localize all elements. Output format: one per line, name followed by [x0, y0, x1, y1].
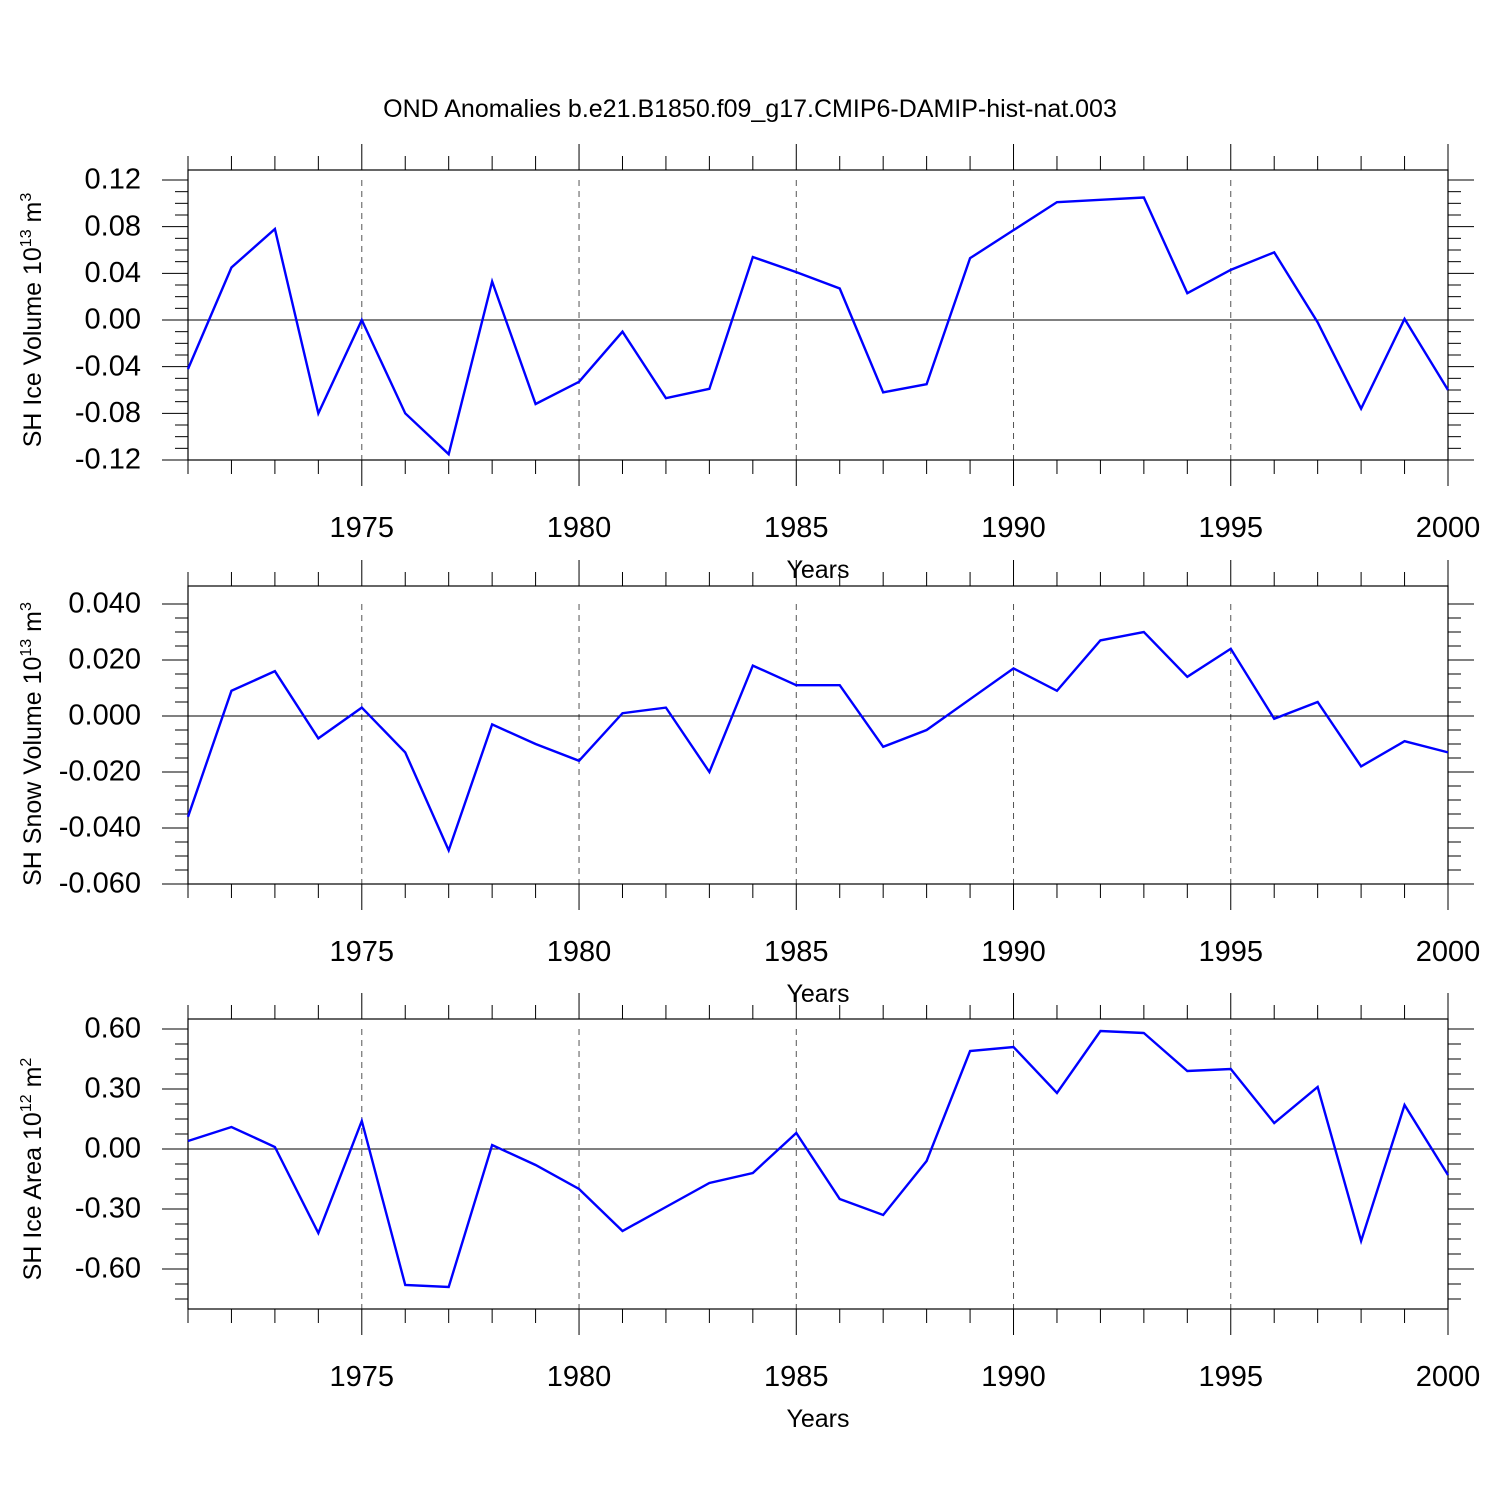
x-tick-label: 1995: [1199, 1361, 1264, 1393]
x-tick-label: 1980: [547, 936, 612, 968]
x-tick-label: 1995: [1199, 936, 1264, 968]
x-tick-label: 1995: [1199, 512, 1264, 544]
y-tick-label: -0.020: [59, 756, 141, 788]
series-line-1: [186, 196, 1450, 457]
y-tick-label: 0.00: [85, 1133, 141, 1165]
y-axis-label: SH Snow Volume 1013 m3: [18, 602, 47, 886]
x-tick-label: 1990: [981, 1361, 1046, 1393]
y-tick-label: 0.04: [85, 257, 141, 289]
y-tick-label: -0.30: [75, 1193, 141, 1225]
x-tick-label: 1985: [764, 512, 829, 544]
y-tick-label: -0.60: [75, 1253, 141, 1285]
y-tick-label: 0.020: [68, 644, 141, 676]
x-tick-label: 1975: [330, 1361, 395, 1393]
y-tick-label: -0.08: [75, 397, 141, 429]
x-tick-label: 1980: [547, 1361, 612, 1393]
y-axis-label: SH Ice Area 1012 m2: [18, 1058, 47, 1281]
panel-2: -0.060 -0.040 -0.020 0.000 0.020 0.040 1975 198…: [18, 560, 1480, 1008]
x-tick-label: 1990: [981, 936, 1046, 968]
series-line-1: [186, 630, 1449, 854]
x-tick-label: 2000: [1416, 936, 1481, 968]
y-tick-label: 0.12: [85, 164, 141, 196]
x-tick-label: 2000: [1416, 512, 1481, 544]
y-tick-label: -0.040: [59, 812, 141, 844]
y-tick-label: -0.060: [59, 868, 141, 900]
x-tick-label: 2000: [1416, 1361, 1481, 1393]
series-line-1: [187, 1029, 1450, 1289]
y-tick-label: 0.60: [85, 1013, 141, 1045]
figure-title: OND Anomalies b.e21.B1850.f09_g17.CMIP6-…: [383, 95, 1117, 123]
y-tick-label: 0.00: [85, 304, 141, 336]
x-axis-label: Years: [786, 1405, 849, 1433]
x-tick-label: 1990: [981, 512, 1046, 544]
x-tick-label: 1975: [330, 936, 395, 968]
plot-frame: [187, 169, 1449, 461]
x-tick-label: 1985: [764, 936, 829, 968]
y-tick-label: 0.040: [68, 588, 141, 620]
plot-frame: [187, 585, 1449, 885]
y-tick-label: 0.000: [68, 700, 141, 732]
y-tick-label: -0.04: [75, 350, 141, 382]
x-tick-label: 1985: [764, 1361, 829, 1393]
x-axis-label: Years: [786, 980, 849, 1008]
panel-3: -0.60 -0.30 0.00 0.30 0.60 1975 1980 1985 1990 19…: [18, 993, 1480, 1433]
panel-1: -0.12 -0.08 -0.04 0.00 0.04 0.08 0.12 1975 1980 1…: [18, 144, 1480, 584]
x-tick-label: 1975: [330, 512, 395, 544]
y-tick-label: -0.12: [75, 444, 141, 476]
y-tick-label: 0.08: [85, 210, 141, 242]
y-axis-label: SH Ice Volume 1013 m3: [18, 193, 47, 448]
x-tick-label: 1980: [547, 512, 612, 544]
x-axis-label: Years: [786, 556, 849, 584]
y-tick-label: 0.30: [85, 1073, 141, 1105]
